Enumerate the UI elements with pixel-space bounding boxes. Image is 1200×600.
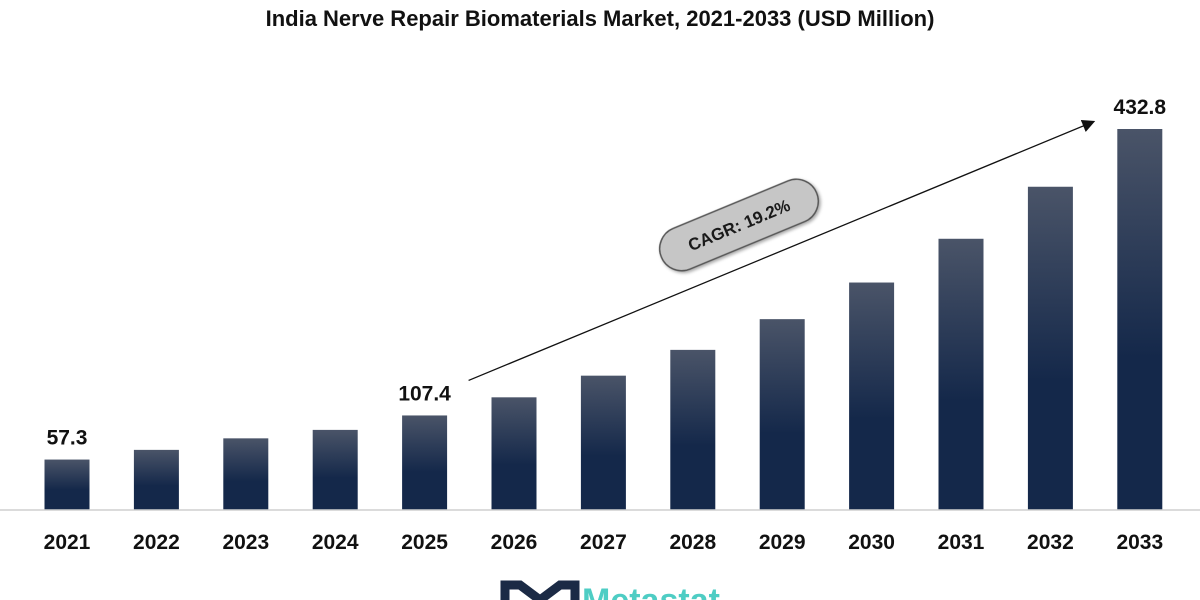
bar-2028 — [670, 349, 716, 510]
x-tick-label-2022: 2022 — [133, 531, 180, 554]
metastat-logo: Metastat — [500, 580, 720, 600]
logo-text: Metastat — [582, 582, 720, 600]
x-tick-label-2025: 2025 — [401, 531, 448, 554]
x-tick-label-2033: 2033 — [1116, 531, 1163, 554]
cagr-arrow — [468, 119, 1096, 382]
bar-2023 — [223, 438, 269, 510]
x-tick-label-2026: 2026 — [491, 531, 538, 554]
x-tick-label-2028: 2028 — [669, 531, 716, 554]
cagr-pill — [658, 178, 820, 272]
data-label-2025: 107.4 — [398, 382, 451, 405]
data-label-2021: 57.3 — [47, 427, 88, 450]
bar-2030 — [849, 282, 895, 510]
bar-2025 — [402, 415, 448, 510]
x-tick-label-2030: 2030 — [848, 531, 895, 554]
bar-2026 — [491, 397, 537, 510]
bar-2032 — [1027, 186, 1073, 511]
chart-title: India Nerve Repair Biomaterials Market, … — [265, 6, 935, 31]
logo-mark-icon — [500, 580, 580, 600]
bar-2024 — [312, 429, 358, 510]
bar-2033 — [1117, 129, 1163, 510]
bar-2022 — [133, 449, 179, 510]
bar-2021 — [44, 459, 90, 510]
x-tick-label-2021: 2021 — [44, 531, 91, 554]
cagr-badge: CAGR: 19.2% — [658, 178, 820, 272]
x-tick-label-2023: 2023 — [222, 531, 269, 554]
x-tick-label-2031: 2031 — [938, 531, 985, 554]
data-label-2033: 432.8 — [1114, 96, 1167, 119]
x-tick-label-2027: 2027 — [580, 531, 627, 554]
bar-2027 — [580, 375, 626, 510]
bar-2029 — [759, 319, 805, 510]
bar-2031 — [938, 238, 984, 510]
x-tick-label-2032: 2032 — [1027, 531, 1074, 554]
x-tick-label-2024: 2024 — [312, 531, 359, 554]
x-tick-label-2029: 2029 — [759, 531, 806, 554]
